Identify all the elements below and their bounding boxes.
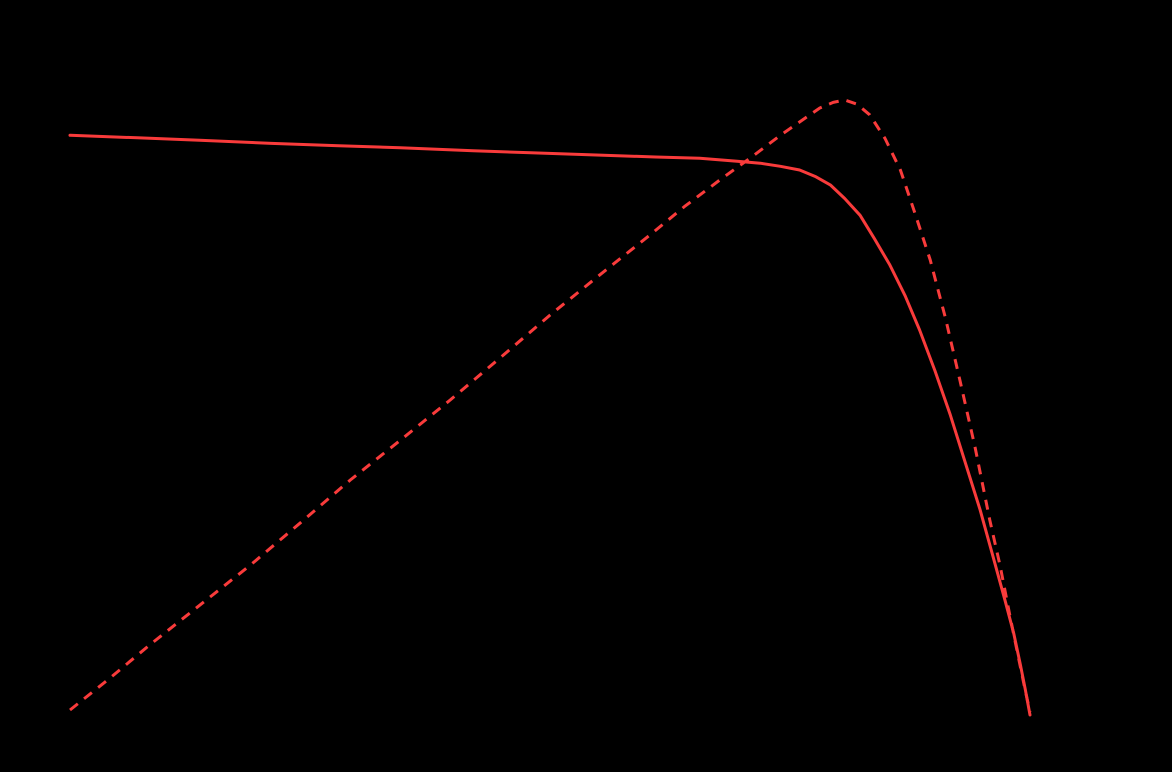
dashed-series-path xyxy=(69,98,1032,713)
solid-series-path xyxy=(68,133,1032,717)
